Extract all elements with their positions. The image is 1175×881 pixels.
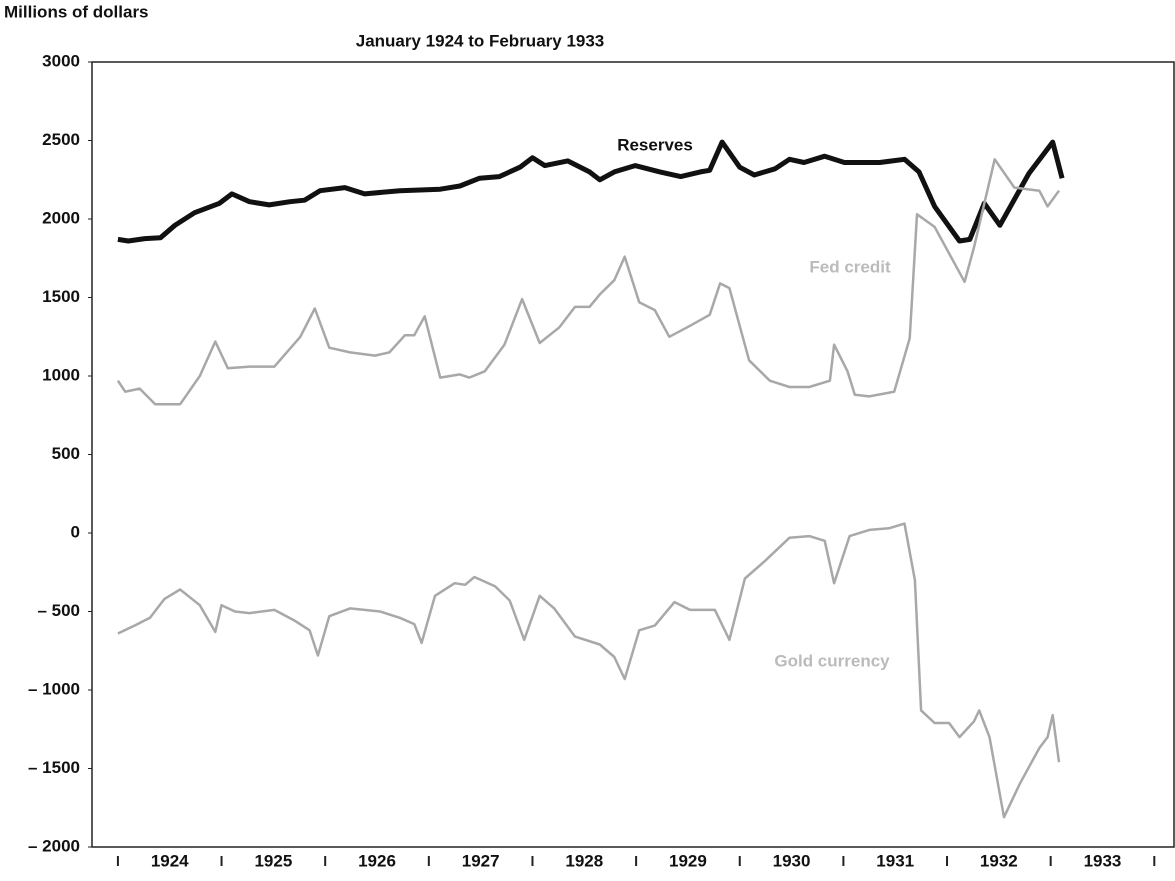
plot-frame [91,61,1175,848]
y-tick-label: 1500 [42,287,80,306]
y-tick-label: 1000 [42,365,80,384]
y-tick-label: 500 [52,444,80,463]
series-label: Reserves [617,135,693,154]
x-tick-label: 1933 [1084,851,1122,870]
y-axis-label: Millions of dollars [4,2,149,21]
y-tick-label: – 2000 [28,836,80,855]
y-tick-label: – 500 [37,601,80,620]
x-tick-label: 1924 [151,851,189,870]
y-tick-label: 0 [71,522,80,541]
y-tick-label: – 1500 [28,758,80,777]
x-tick-label: 1931 [876,851,914,870]
x-tick-label: 1929 [669,851,707,870]
series-line [117,139,1065,244]
x-tick-label: 1932 [980,851,1018,870]
y-tick-label: 3000 [42,51,80,70]
x-tick-label: 1927 [462,851,500,870]
x-tick-label: 1930 [773,851,811,870]
series-label: Gold currency [774,651,890,670]
y-tick-label: 2500 [42,130,80,149]
x-tick-label: 1925 [254,851,292,870]
series-line [116,158,1061,406]
x-tick-label: 1928 [565,851,603,870]
y-tick-label: – 1000 [28,679,80,698]
series-label: Fed credit [809,257,891,276]
chart-title: January 1924 to February 1933 [356,31,605,50]
y-tick-label: 2000 [42,208,80,227]
x-tick-label: 1926 [358,851,396,870]
series-line [117,522,1061,819]
